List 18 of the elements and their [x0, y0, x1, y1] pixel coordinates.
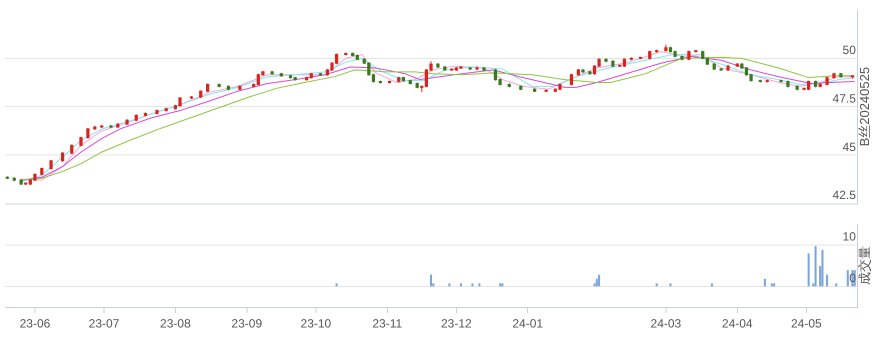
- x-tick-label: 24-01: [512, 316, 544, 330]
- x-tick-label: 24-04: [722, 316, 753, 330]
- y-tick-label: 45: [842, 140, 856, 154]
- x-tick-label: 23-10: [300, 316, 332, 330]
- x-tick-label: 23-09: [231, 316, 262, 330]
- x-tick-label: 23-08: [160, 316, 192, 330]
- x-tick-label: 23-06: [20, 316, 51, 330]
- x-tick-label: 23-12: [440, 316, 472, 330]
- y-axis-title: 成交量: [856, 246, 872, 286]
- x-tick-label: 24-03: [650, 316, 682, 330]
- y-tick-label: 42.5: [832, 188, 856, 202]
- y-tick-label: 50: [842, 43, 856, 58]
- y-tick-label: 10: [842, 230, 856, 244]
- x-tick-label: 23-07: [88, 316, 120, 330]
- y-tick-label: 47.5: [832, 91, 856, 106]
- y-axis-title: B丝20240525: [856, 66, 872, 146]
- x-tick-label: 23-11: [372, 316, 402, 330]
- x-tick-label: 24-05: [790, 316, 822, 330]
